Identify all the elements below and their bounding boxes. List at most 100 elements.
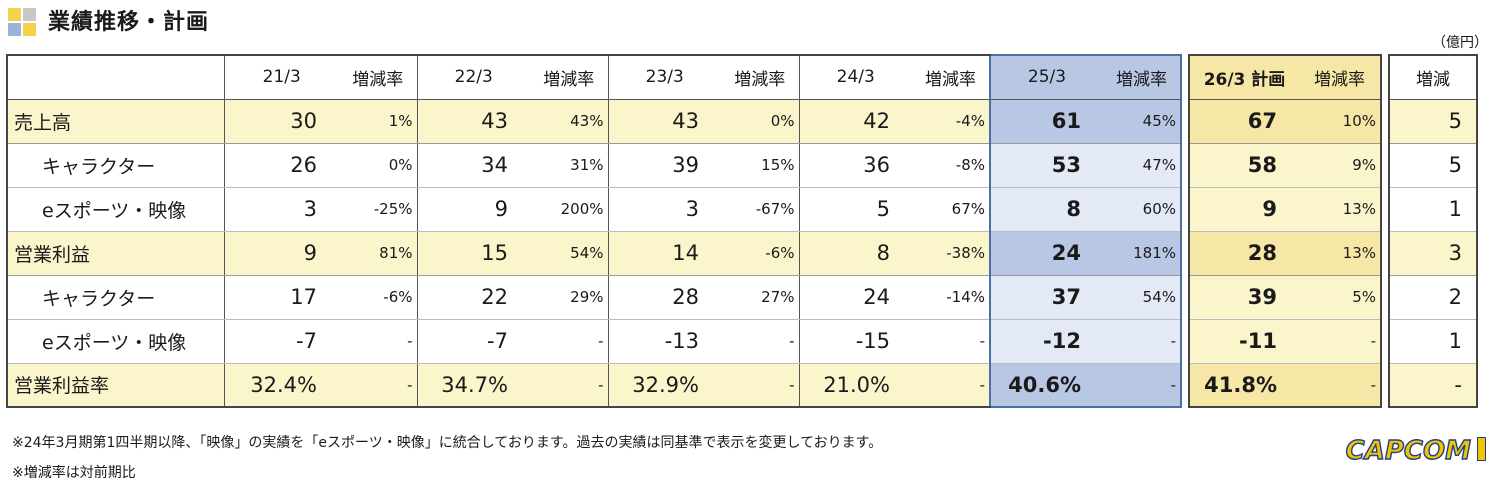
rate-cell: - — [721, 319, 800, 364]
rate-cell: -6% — [721, 231, 800, 276]
value-cell: 24 — [799, 275, 912, 320]
value-cell: 43 — [417, 99, 530, 144]
value-cell: 8 — [989, 187, 1103, 232]
value-cell: 67 — [1188, 99, 1299, 144]
rate-cell: -4% — [912, 99, 991, 144]
row-label: eスポーツ・映像 — [6, 187, 225, 232]
rate-cell: 60% — [1103, 187, 1182, 232]
value-cell: 17 — [224, 275, 339, 320]
value-cell: -15 — [799, 319, 912, 364]
value-cell: 34 — [417, 143, 530, 188]
rate-cell: 10% — [1299, 99, 1382, 144]
table-row: eスポーツ・映像 3 -25% 9 200% 3 -67% 5 67% 8 60% 9 13% 1 — [6, 187, 1478, 232]
rate-cell: 27% — [721, 275, 800, 320]
row-label: 営業利益率 — [6, 363, 225, 408]
row-label: eスポーツ・映像 — [6, 319, 225, 364]
change-cell: 3 — [1388, 231, 1478, 276]
table-row: 営業利益率 32.4% -34.7% -32.9% -21.0% -40.6% -41.8%… — [6, 363, 1478, 408]
rate-cell: 1% — [339, 99, 418, 144]
rate-cell: 5% — [1299, 275, 1382, 320]
rate-cell: - — [912, 319, 991, 364]
value-cell: 42 — [799, 99, 912, 144]
value-cell: 28 — [1188, 231, 1299, 276]
value-cell: 26 — [224, 143, 339, 188]
rate-cell: - — [339, 319, 418, 364]
change-cell: 2 — [1388, 275, 1478, 320]
rate-cell: -6% — [339, 275, 418, 320]
value-cell: -12 — [989, 319, 1103, 364]
rate-cell: -14% — [912, 275, 991, 320]
rate-cell: 0% — [339, 143, 418, 188]
rate-cell: -25% — [339, 187, 418, 232]
table-row: キャラクター 17 -6% 22 29% 28 27% 24 -14% 37 54% 39 5% 2 — [6, 275, 1478, 320]
rate-cell: - — [530, 363, 609, 408]
change-cell: - — [1388, 363, 1478, 408]
change-cell: 1 — [1388, 319, 1478, 364]
value-cell: 53 — [989, 143, 1103, 188]
rate-cell: 45% — [1103, 99, 1182, 144]
rate-cell: 15% — [721, 143, 800, 188]
unit-label: （億円） — [1432, 35, 1488, 51]
plan-year-header: 26/3 計画 — [1188, 54, 1299, 100]
rate-cell: - — [1299, 319, 1382, 364]
table-row: キャラクター 26 0% 34 31% 39 15% 36 -8% 53 47% 58 9% 5 — [6, 143, 1478, 188]
year-header: 24/3 — [799, 54, 912, 100]
rate-cell: - — [339, 363, 418, 408]
value-cell: 9 — [417, 187, 530, 232]
rate-cell: 43% — [530, 99, 609, 144]
rate-cell: - — [530, 319, 609, 364]
value-cell: 37 — [989, 275, 1103, 320]
year-header: 23/3 — [608, 54, 721, 100]
row-label: キャラクター — [6, 143, 225, 188]
change-cell: 5 — [1388, 143, 1478, 188]
rate-cell: 0% — [721, 99, 800, 144]
title-icon — [8, 8, 38, 38]
rate-cell: 54% — [530, 231, 609, 276]
change-header: 増減 — [1388, 54, 1478, 100]
value-cell: 41.8% — [1188, 363, 1299, 408]
value-cell: 9 — [1188, 187, 1299, 232]
row-label: キャラクター — [6, 275, 225, 320]
value-cell: 39 — [1188, 275, 1299, 320]
rate-cell: 9% — [1299, 143, 1382, 188]
value-cell: -11 — [1188, 319, 1299, 364]
rate-cell: 13% — [1299, 187, 1382, 232]
value-cell: 14 — [608, 231, 721, 276]
value-cell: 15 — [417, 231, 530, 276]
year-header: 22/3 — [417, 54, 530, 100]
rate-cell: 31% — [530, 143, 609, 188]
rate-cell: 54% — [1103, 275, 1182, 320]
page-title: 業績推移・計画 — [48, 10, 210, 35]
rate-cell: 81% — [339, 231, 418, 276]
header-corner — [6, 54, 225, 100]
value-cell: 28 — [608, 275, 721, 320]
rate-cell: 13% — [1299, 231, 1382, 276]
row-label: 営業利益 — [6, 231, 225, 276]
value-cell: 32.4% — [224, 363, 339, 408]
value-cell: -13 — [608, 319, 721, 364]
value-cell: 61 — [989, 99, 1103, 144]
logo-text: CAPCOM — [1345, 435, 1472, 466]
value-cell: 9 — [224, 231, 339, 276]
rate-cell: 29% — [530, 275, 609, 320]
rate-cell: -38% — [912, 231, 991, 276]
value-cell: 34.7% — [417, 363, 530, 408]
value-cell: 24 — [989, 231, 1103, 276]
value-cell: -7 — [224, 319, 339, 364]
rate-cell: - — [1299, 363, 1382, 408]
value-cell: 36 — [799, 143, 912, 188]
value-cell: 39 — [608, 143, 721, 188]
rate-cell: - — [1103, 319, 1182, 364]
capcom-logo: CAPCOM — [1345, 435, 1486, 468]
rate-cell: 47% — [1103, 143, 1182, 188]
table-row: 売上高 30 1% 43 43% 43 0% 42 -4% 61 45% 67 10% 5 — [6, 99, 1478, 144]
year-header: 25/3 — [989, 54, 1103, 100]
table-row: 営業利益 9 81% 15 54% 14 -6% 8 -38% 24 181% 28 13% 3 — [6, 231, 1478, 276]
rate-header: 増減率 — [339, 54, 418, 100]
footnote-integration: ※24年3月期第1四半期以降、「映像」の実績を「eスポーツ・映像」に統合しており… — [12, 435, 883, 451]
row-label: 売上高 — [6, 99, 225, 144]
rate-cell: -8% — [912, 143, 991, 188]
footnote-rate: ※増減率は対前期比 — [12, 465, 136, 481]
value-cell: 30 — [224, 99, 339, 144]
value-cell: 32.9% — [608, 363, 721, 408]
